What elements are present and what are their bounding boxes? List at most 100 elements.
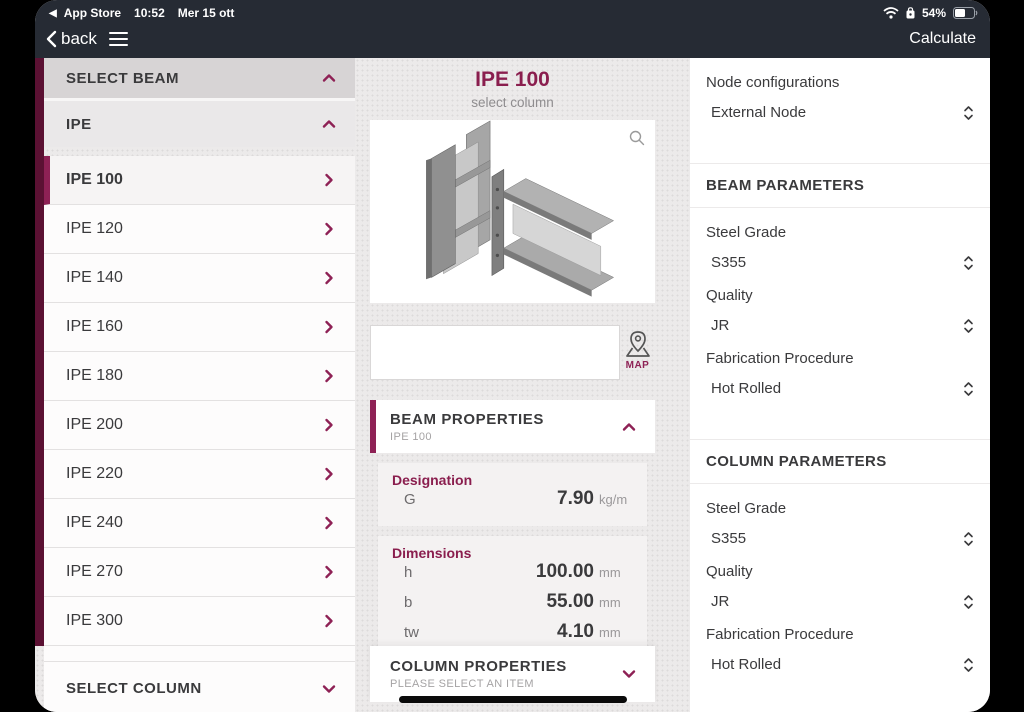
- chevron-right-icon: [325, 369, 333, 383]
- node-config-label: Node configurations: [706, 74, 840, 91]
- divider: [690, 483, 990, 484]
- status-date: Mer 15 ott: [177, 6, 235, 20]
- list-item-ipe-270[interactable]: IPE 270: [44, 548, 355, 597]
- column-parameters-title: COLUMN PARAMETERS: [706, 453, 887, 470]
- column-fabrication-value: Hot Rolled: [711, 656, 782, 673]
- list-item-label: IPE 140: [66, 269, 123, 286]
- map-pin-icon: [625, 331, 650, 357]
- beam-fabrication-value: Hot Rolled: [711, 380, 782, 397]
- column-steel-grade-select[interactable]: S355: [706, 530, 974, 547]
- map-button-label: MAP: [625, 360, 650, 371]
- home-indicator[interactable]: [399, 696, 627, 703]
- status-app-return[interactable]: App Store: [63, 6, 122, 20]
- chevron-up-icon: [622, 423, 636, 431]
- node-config-value: External Node: [711, 104, 807, 121]
- parameters-panel: Node configurations External Node BEAM P…: [690, 58, 990, 712]
- steel-connection-3d-image: [426, 120, 615, 297]
- list-item-ipe-120[interactable]: IPE 120: [44, 205, 355, 254]
- node-config-select[interactable]: External Node: [706, 104, 974, 121]
- list-item-label: IPE 270: [66, 563, 123, 580]
- column-quality-label: Quality: [706, 563, 753, 580]
- list-item-ipe-160[interactable]: IPE 160: [44, 303, 355, 352]
- status-bar: ◀ App Store 10:52 Mer 15 ott 54%: [35, 0, 990, 22]
- battery-icon: [953, 7, 978, 19]
- chevron-down-icon: [322, 684, 336, 693]
- menu-icon[interactable]: [108, 29, 128, 50]
- dimensions-title: Dimensions: [392, 545, 472, 561]
- property-label: b: [404, 594, 413, 611]
- beam-steel-grade-value: S355: [711, 254, 747, 271]
- page-subtitle: select column: [471, 95, 554, 110]
- status-time: 10:52: [134, 6, 165, 20]
- divider: [690, 439, 990, 440]
- column-fabrication-select[interactable]: Hot Rolled: [706, 656, 974, 673]
- property-unit: mm: [599, 565, 621, 580]
- selector-icon: [964, 381, 973, 396]
- list-item-ipe-240[interactable]: IPE 240: [44, 499, 355, 548]
- property-label: tw: [404, 624, 419, 641]
- chevron-right-icon: [325, 565, 333, 579]
- beam-properties-header[interactable]: BEAM PROPERTIES IPE 100: [370, 400, 655, 453]
- beam-group-label: IPE: [66, 115, 92, 133]
- list-item-ipe-300[interactable]: IPE 300: [44, 597, 355, 646]
- beam-quality-label: Quality: [706, 287, 753, 304]
- calculate-button[interactable]: Calculate: [909, 30, 976, 47]
- list-filler: [44, 646, 355, 662]
- column-properties-header[interactable]: COLUMN PROPERTIES PLEASE SELECT AN ITEM: [370, 646, 655, 702]
- list-item-label: IPE 200: [66, 416, 123, 433]
- chevron-right-icon: [325, 614, 333, 628]
- detail-panel: IPE 100 select column: [355, 58, 690, 712]
- back-to-app-icon[interactable]: ◀: [49, 7, 57, 19]
- map-search-input[interactable]: [370, 325, 620, 380]
- list-item-ipe-140[interactable]: IPE 140: [44, 254, 355, 303]
- list-item-label: IPE 220: [66, 465, 123, 482]
- app-screen: ◀ App Store 10:52 Mer 15 ott 54%: [35, 0, 990, 712]
- select-beam-label: SELECT BEAM: [66, 69, 180, 87]
- map-button[interactable]: MAP: [620, 325, 655, 371]
- chevron-right-icon: [325, 467, 333, 481]
- property-value: 100.00: [535, 561, 594, 582]
- property-row-h: h 100.00 mm: [392, 561, 633, 591]
- list-item-ipe-200[interactable]: IPE 200: [44, 401, 355, 450]
- top-bar: ◀ App Store 10:52 Mer 15 ott 54%: [35, 0, 990, 58]
- list-item-label: IPE 180: [66, 367, 123, 384]
- select-beam-header[interactable]: SELECT BEAM: [44, 58, 355, 101]
- beam-fabrication-label: Fabrication Procedure: [706, 350, 854, 367]
- content-area: SELECT BEAM IPE IPE 100 IPE 120 IPE 140: [35, 58, 990, 712]
- list-item-ipe-220[interactable]: IPE 220: [44, 450, 355, 499]
- property-unit: kg/m: [599, 492, 628, 507]
- lock-icon: [906, 7, 915, 19]
- select-column-header[interactable]: SELECT COLUMN: [44, 665, 355, 712]
- column-steel-grade-label: Steel Grade: [706, 500, 787, 517]
- list-item-ipe-100[interactable]: IPE 100: [44, 156, 355, 205]
- chevron-up-icon: [322, 120, 336, 128]
- beam-steel-grade-select[interactable]: S355: [706, 254, 974, 271]
- column-quality-select[interactable]: JR: [706, 593, 974, 610]
- beam-quality-select[interactable]: JR: [706, 317, 974, 334]
- chevron-right-icon: [325, 222, 333, 236]
- battery-percent: 54%: [921, 6, 946, 20]
- chevron-right-icon: [325, 418, 333, 432]
- beam-list: IPE 100 IPE 120 IPE 140 IPE 160 IPE 180: [44, 156, 355, 665]
- property-label: G: [404, 491, 416, 508]
- column-steel-grade-value: S355: [711, 530, 747, 547]
- list-item-ipe-180[interactable]: IPE 180: [44, 352, 355, 401]
- beam-properties-subtitle: IPE 100: [390, 431, 432, 443]
- property-value: 4.10: [557, 621, 594, 642]
- back-chevron-icon: [46, 30, 57, 48]
- beam-fabrication-select[interactable]: Hot Rolled: [706, 380, 974, 397]
- search-icon[interactable]: [629, 130, 645, 146]
- divider: [690, 207, 990, 208]
- beam-group-ipe[interactable]: IPE: [44, 101, 355, 147]
- list-item-label: IPE 240: [66, 514, 123, 531]
- page-title: IPE 100: [475, 68, 550, 91]
- property-value: 55.00: [546, 591, 594, 612]
- back-button[interactable]: back: [45, 29, 128, 50]
- beam-properties-title: BEAM PROPERTIES: [390, 411, 545, 428]
- beam-3d-preview[interactable]: [370, 120, 655, 303]
- designation-title: Designation: [392, 472, 473, 488]
- dimensions-block: Dimensions h 100.00 mm b 55.00 mm tw 4.1…: [378, 536, 647, 659]
- wifi-icon: [883, 7, 899, 19]
- divider: [690, 163, 990, 164]
- chevron-right-icon: [325, 271, 333, 285]
